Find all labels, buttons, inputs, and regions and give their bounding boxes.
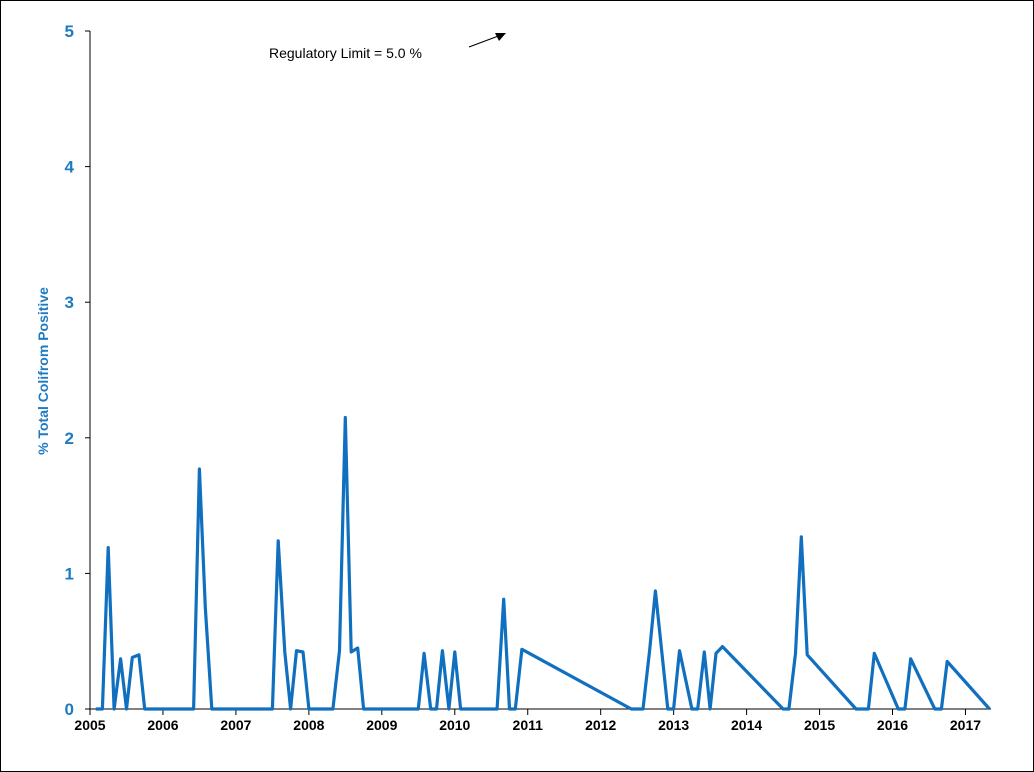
y-tick-label: 2 [65,429,74,448]
y-tick-label: 0 [65,700,74,719]
x-tick-label: 2006 [147,717,178,733]
y-tick-labels: 0 1 2 3 4 5 [65,22,75,719]
y-axis-label: % Total Colifrom Positive [35,287,51,455]
y-tick-label: 5 [65,22,74,41]
y-tick-label: 3 [65,293,74,312]
x-tick-label: 2005 [74,717,105,733]
y-tick-label: 1 [65,564,74,583]
regulatory-limit-annotation: Regulatory Limit = 5.0 % [269,45,422,61]
x-tick-label: 2008 [293,717,324,733]
annotation-arrow [468,33,506,48]
x-tick-label: 2010 [439,717,470,733]
x-tick-label: 2013 [658,717,689,733]
axes [85,30,991,715]
x-tick-labels: 2005 2006 2007 2008 2009 2010 2011 2012 2013 2014… [74,717,981,733]
x-tick-label: 2009 [366,717,397,733]
x-tick-label: 2015 [804,717,835,733]
x-tick-label: 2012 [585,717,616,733]
x-tick-label: 2017 [950,717,981,733]
y-tick-label: 4 [65,158,75,177]
x-tick-label: 2016 [877,717,908,733]
series-line [95,415,991,711]
x-tick-label: 2011 [513,717,544,733]
x-tick-label: 2007 [220,717,251,733]
x-tick-label: 2014 [731,717,762,733]
